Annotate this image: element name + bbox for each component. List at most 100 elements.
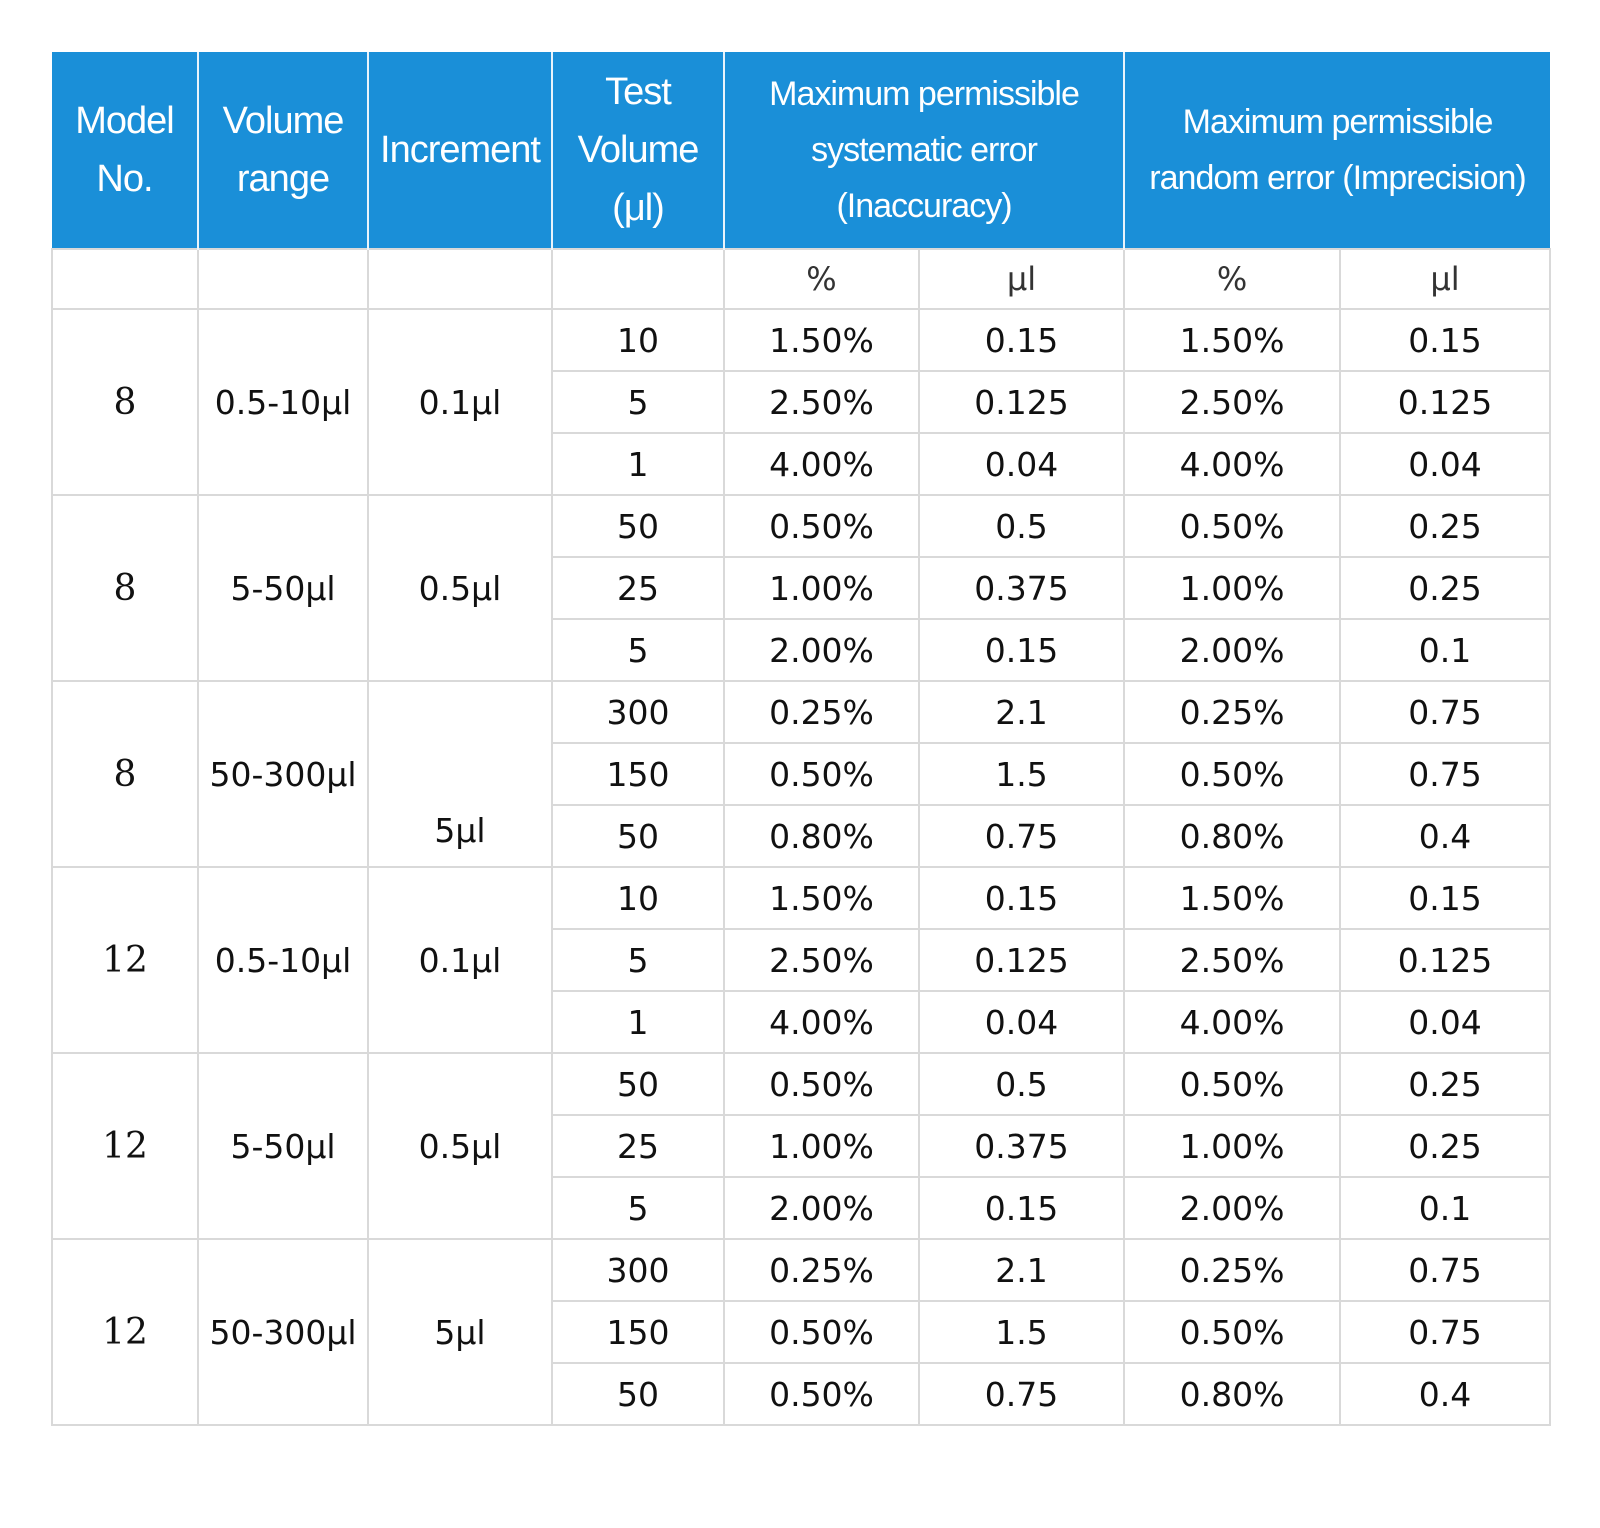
table-row: 150 0.50% 1.5 0.50% 0.75	[52, 1300, 1552, 1364]
volume-range-cell: 0.5-10μl	[197, 308, 369, 496]
table-row: 8 50-300μl 5μl 300 0.25% 2.1 0.25% 0.75	[51, 680, 1552, 868]
test-volume-cell: 25	[551, 1114, 725, 1178]
rand-pct-cell: 0.80%	[1123, 1362, 1342, 1426]
rand-pct-cell: 1.50%	[1123, 866, 1342, 930]
rand-ul-cell: 0.15	[1339, 308, 1552, 372]
table-row: 50 0.50% 0.75 0.80% 0.4	[52, 1362, 1552, 1426]
rand-pct-cell: 0.25%	[1123, 1238, 1342, 1302]
rand-pct-cell: 2.00%	[1123, 1176, 1342, 1240]
unit-sys-pct: %	[723, 248, 920, 310]
model-no-cell: 12	[51, 866, 199, 1054]
rand-pct-cell: 2.00%	[1123, 618, 1342, 682]
table-row: 12 50-300μl 5μl 300 0.25% 2.1 0.25% 0.75	[51, 1238, 1552, 1426]
volume-range-cell: 0.5-10μl	[197, 866, 369, 1054]
sys-ul-cell: 0.04	[917, 432, 1126, 496]
test-volume-cell: 50	[551, 494, 725, 558]
rand-ul-cell: 0.1	[1339, 1176, 1552, 1240]
sys-pct-cell: 2.50%	[723, 370, 920, 434]
test-volume-cell: 1	[551, 432, 725, 496]
header-increment-label: Increment	[380, 129, 541, 171]
sys-ul-cell: 0.15	[917, 618, 1126, 682]
rand-ul-cell: 0.125	[1339, 370, 1552, 434]
test-volume-cell: 25	[551, 556, 725, 620]
increment-cell: 0.1μl	[367, 866, 553, 1054]
sys-pct-cell: 4.00%	[723, 990, 920, 1054]
sys-ul-cell: 0.75	[917, 1362, 1126, 1426]
header-rand-line1: Maximum permissible	[1182, 103, 1494, 141]
header-sys-line1: Maximum permissible	[769, 75, 1080, 113]
rand-pct-cell: 0.25%	[1123, 680, 1342, 744]
table-row: 25 1.00% 0.375 1.00% 0.25	[52, 1114, 1552, 1178]
rand-ul-cell: 0.4	[1339, 1362, 1552, 1426]
table-row: 12 5-50μl 0.5μl 50 0.50% 0.5 0.50% 0.25	[51, 1052, 1552, 1240]
test-volume-cell: 5	[551, 370, 725, 434]
rand-ul-cell: 0.15	[1339, 866, 1552, 930]
rand-ul-cell: 0.75	[1339, 742, 1552, 806]
sys-pct-cell: 0.25%	[723, 680, 920, 744]
rand-pct-cell: 0.50%	[1123, 1052, 1342, 1116]
rand-ul-cell: 0.1	[1339, 618, 1552, 682]
sys-ul-cell: 2.1	[917, 680, 1126, 744]
rand-ul-cell: 0.4	[1339, 804, 1552, 868]
increment-cell: 0.1μl	[367, 308, 553, 496]
test-volume-cell: 1	[551, 990, 725, 1054]
rand-pct-cell: 2.50%	[1123, 370, 1342, 434]
sys-pct-cell: 4.00%	[723, 432, 920, 496]
header-test-line3: (μl)	[612, 187, 665, 229]
unit-row: % μl % μl	[51, 248, 1552, 310]
test-volume-cell: 150	[551, 1300, 725, 1364]
sys-ul-cell: 0.04	[917, 990, 1126, 1054]
rand-pct-cell: 0.80%	[1123, 804, 1342, 868]
unit-empty-increment	[367, 248, 553, 310]
volume-range-cell: 50-300μl	[197, 680, 369, 868]
rand-ul-cell: 0.75	[1339, 680, 1552, 744]
sys-ul-cell: 2.1	[917, 1238, 1126, 1302]
header-rand-line2: random error (Imprecision)	[1149, 159, 1526, 197]
rand-ul-cell: 0.25	[1339, 556, 1552, 620]
sys-pct-cell: 0.50%	[723, 1300, 920, 1364]
table-row: 5 2.00% 0.15 2.00% 0.1	[52, 618, 1552, 682]
header-row: Model No. Volume range Increment Test Vo…	[52, 52, 1551, 249]
rand-ul-cell: 0.75	[1339, 1238, 1552, 1302]
unit-sys-ul: μl	[917, 248, 1126, 310]
sys-ul-cell: 0.5	[917, 494, 1126, 558]
test-volume-cell: 300	[551, 1238, 725, 1302]
unit-empty-range	[197, 248, 369, 310]
rand-ul-cell: 0.25	[1339, 1052, 1552, 1116]
model-no-cell: 8	[51, 494, 199, 682]
header-random-error: Maximum permissible random error (Imprec…	[1124, 52, 1551, 249]
unit-empty-model	[51, 248, 199, 310]
volume-range-cell: 50-300μl	[197, 1238, 369, 1426]
header-increment: Increment	[368, 52, 553, 249]
sys-pct-cell: 0.50%	[723, 494, 920, 558]
sys-ul-cell: 1.5	[917, 742, 1126, 806]
rand-ul-cell: 0.25	[1339, 494, 1552, 558]
header-model-line2: No.	[96, 158, 153, 200]
table-row: 25 1.00% 0.375 1.00% 0.25	[52, 556, 1552, 620]
unit-empty-test	[551, 248, 725, 310]
sys-pct-cell: 1.00%	[723, 1114, 920, 1178]
header-test-volume: Test Volume (μl)	[552, 52, 725, 249]
sys-pct-cell: 0.25%	[723, 1238, 920, 1302]
increment-cell: 5μl	[367, 680, 553, 868]
sys-pct-cell: 0.50%	[723, 1362, 920, 1426]
test-volume-cell: 5	[551, 618, 725, 682]
header-test-line1: Test	[605, 71, 672, 113]
sys-ul-cell: 1.5	[917, 1300, 1126, 1364]
volume-range-cell: 5-50μl	[197, 494, 369, 682]
pipette-spec-table: Model No. Volume range Increment Test Vo…	[51, 52, 1552, 1426]
sys-pct-cell: 2.50%	[723, 928, 920, 992]
header-sys-line3: (Inaccuracy)	[836, 187, 1012, 225]
sys-pct-cell: 0.50%	[723, 1052, 920, 1116]
rand-pct-cell: 0.50%	[1123, 494, 1342, 558]
table-row: 150 0.50% 1.5 0.50% 0.75	[52, 742, 1552, 806]
volume-range-cell: 5-50μl	[197, 1052, 369, 1240]
sys-ul-cell: 0.15	[917, 308, 1126, 372]
rand-pct-cell: 1.00%	[1123, 556, 1342, 620]
unit-rand-pct: %	[1123, 248, 1342, 310]
test-volume-cell: 10	[551, 308, 725, 372]
sys-ul-cell: 0.15	[917, 866, 1126, 930]
rand-pct-cell: 0.50%	[1123, 742, 1342, 806]
rand-pct-cell: 1.50%	[1123, 308, 1342, 372]
test-volume-cell: 10	[551, 866, 725, 930]
